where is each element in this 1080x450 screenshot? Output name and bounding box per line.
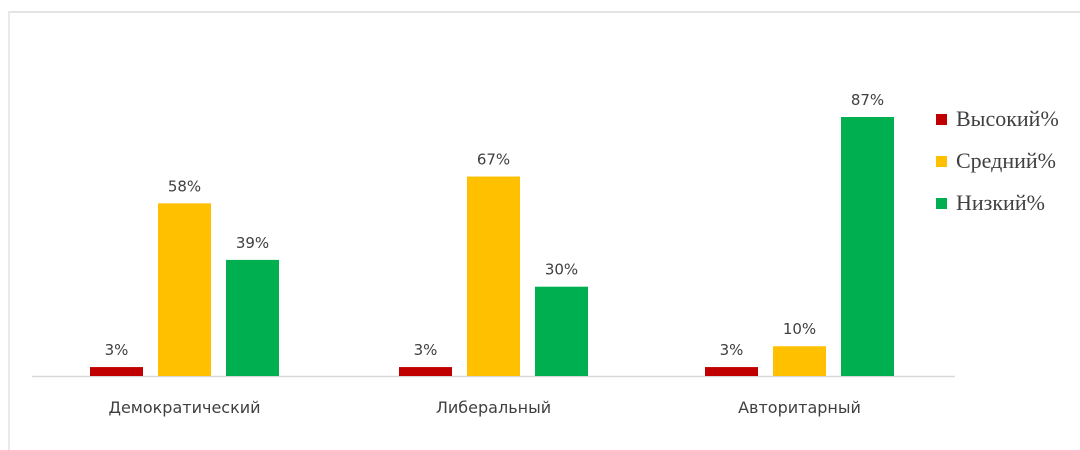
data-label-low-1: 30% [545, 261, 578, 279]
bar-high-0 [90, 367, 143, 376]
bar-low-1 [535, 286, 588, 376]
chart-area-top-border [8, 11, 1080, 13]
data-label-low-0: 39% [236, 234, 269, 252]
chart-area-left-border [8, 11, 10, 450]
legend-swatch-medium [936, 155, 947, 167]
bar-medium-2 [773, 346, 826, 376]
legend-item-low: Низкий% [936, 190, 1059, 215]
data-label-high-0: 3% [105, 341, 129, 359]
bar-medium-1 [467, 176, 520, 376]
legend-swatch-low [936, 197, 947, 209]
data-label-low-2: 87% [851, 91, 884, 109]
category-label-2: Авторитарный [738, 398, 861, 417]
category-label-1: Либеральный [436, 398, 551, 417]
data-label-medium-2: 10% [783, 320, 816, 338]
data-label-medium-1: 67% [477, 151, 510, 169]
legend-item-medium: Средний% [936, 148, 1059, 173]
legend-label-high: Высокий% [956, 106, 1059, 131]
legend-label-low: Низкий% [956, 190, 1045, 215]
category-label-0: Демократический [108, 398, 260, 417]
bar-low-2 [841, 117, 894, 376]
legend: Высокий% Средний% Низкий% [936, 106, 1059, 234]
bar-medium-0 [158, 203, 211, 376]
data-label-high-1: 3% [414, 341, 438, 359]
bar-high-2 [705, 367, 758, 376]
bar-low-0 [226, 259, 279, 376]
legend-item-high: Высокий% [936, 106, 1059, 131]
legend-swatch-high [936, 113, 947, 125]
data-label-medium-0: 58% [168, 177, 201, 195]
data-label-high-2: 3% [720, 341, 744, 359]
legend-label-medium: Средний% [956, 148, 1056, 173]
bar-high-1 [399, 367, 452, 376]
